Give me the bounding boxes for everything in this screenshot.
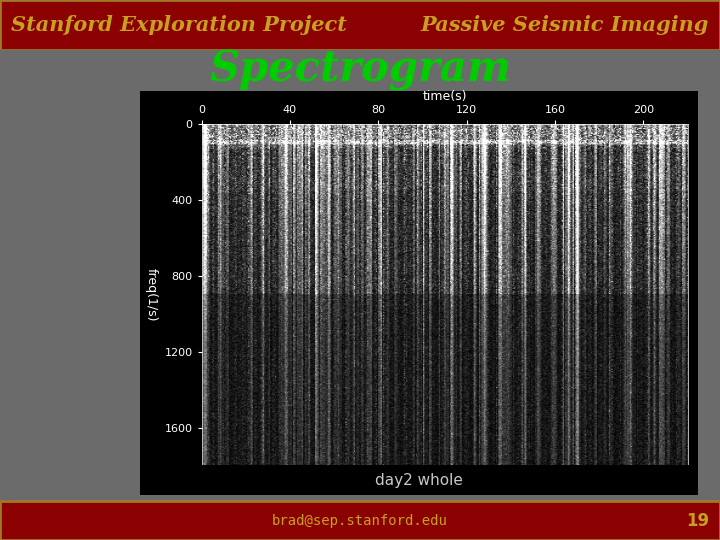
Text: brad@sep.stanford.edu: brad@sep.stanford.edu	[272, 514, 448, 528]
Text: day2 whole: day2 whole	[375, 473, 464, 488]
Y-axis label: freq(1/s): freq(1/s)	[145, 268, 158, 321]
Text: Spectrogram: Spectrogram	[209, 49, 511, 91]
Text: 19: 19	[686, 511, 709, 530]
Text: Stanford Exploration Project: Stanford Exploration Project	[11, 15, 346, 35]
Text: Passive Seismic Imaging: Passive Seismic Imaging	[420, 15, 709, 35]
X-axis label: time(s): time(s)	[423, 91, 467, 104]
